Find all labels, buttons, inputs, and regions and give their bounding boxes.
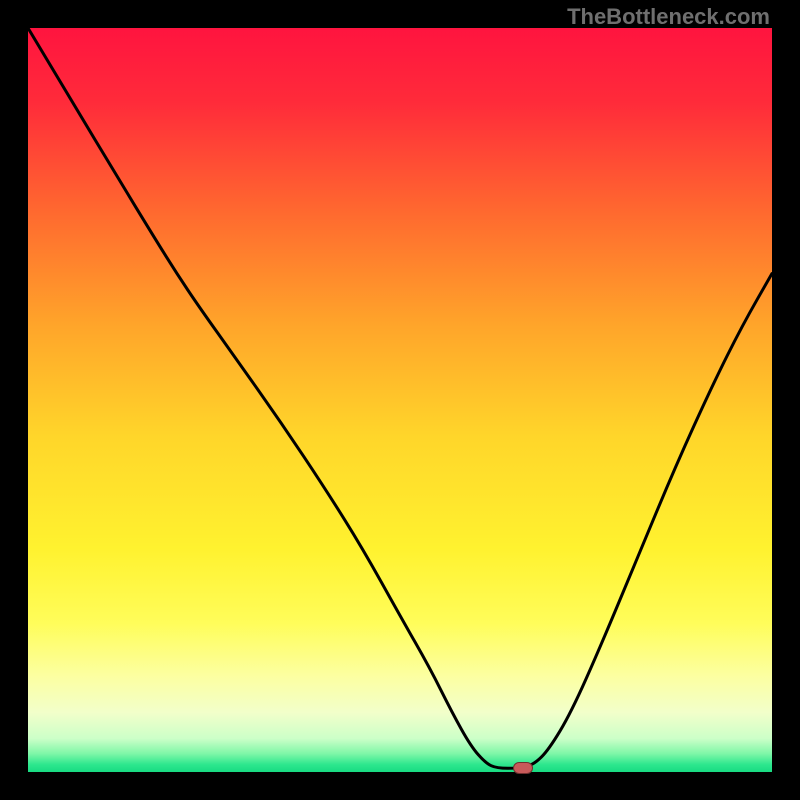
curve-path xyxy=(28,28,772,768)
watermark-text: TheBottleneck.com xyxy=(567,4,770,30)
optimum-marker xyxy=(513,762,533,774)
plot-area xyxy=(28,28,772,772)
bottleneck-curve xyxy=(28,28,772,772)
